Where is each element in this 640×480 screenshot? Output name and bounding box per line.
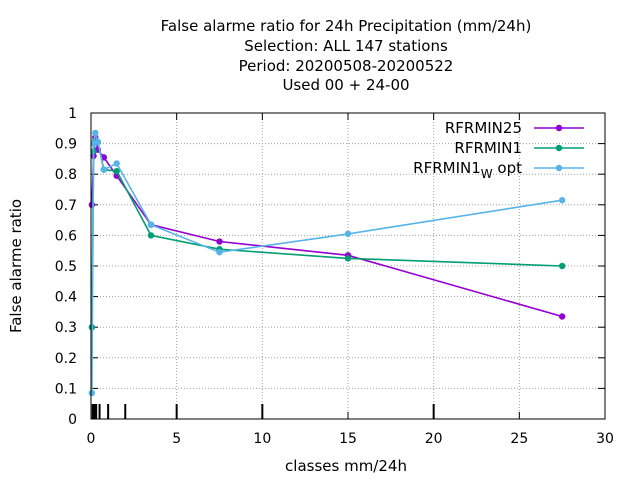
data-series (88, 129, 566, 397)
x-tick-label: 25 (510, 431, 528, 447)
y-tick-label: 0.3 (55, 320, 77, 336)
x-tick-label: 5 (172, 431, 181, 447)
y-tick-label: 0.9 (55, 137, 77, 153)
x-axis-label: classes mm/24h (285, 457, 407, 475)
y-tick-label: 0 (68, 412, 77, 428)
x-tick-label: 20 (425, 431, 443, 447)
data-point (113, 160, 120, 167)
legend-label: RFRMIN25 (445, 119, 522, 137)
x-tick-label: 30 (596, 431, 614, 447)
data-point (558, 313, 566, 320)
y-tick-label: 0.7 (55, 198, 77, 214)
data-point (344, 255, 352, 262)
chart-title-line-1: False alarme ratio for 24h Precipitation… (161, 17, 532, 35)
x-tick-label: 10 (253, 431, 271, 447)
series-line (91, 137, 563, 318)
y-tick-label: 1 (68, 106, 77, 122)
data-point (113, 167, 120, 175)
y-axis-label: False alarme ratio (7, 199, 25, 333)
y-tick-label: 0.2 (55, 351, 77, 367)
legend-label: RFRMIN1W opt (413, 159, 522, 181)
data-point (558, 197, 566, 204)
y-tick-label: 0.5 (55, 259, 77, 275)
data-point (88, 389, 96, 397)
chart-title-line-2: Selection: ALL 147 stations (244, 37, 448, 55)
data-point (216, 238, 223, 245)
chart-title-line-4: Used 00 + 24-00 (282, 76, 409, 94)
legend-swatch-point (555, 144, 563, 152)
legend-swatch-point (555, 164, 563, 172)
class-limit-markers (91, 404, 435, 419)
data-point (147, 232, 155, 239)
data-point (94, 138, 102, 146)
legend-swatch-point (555, 124, 563, 132)
data-point (88, 201, 96, 208)
series-line (91, 132, 563, 394)
chart-title: False alarme ratio for 24h Precipitation… (161, 17, 532, 94)
x-tick-labels: 0 5 10 15 20 25 30 (87, 431, 614, 447)
y-tick-labels: 0 0.1 0.2 0.3 0.4 0.5 0.6 0.7 0.8 0.9 1 (55, 106, 77, 428)
data-point (344, 230, 352, 238)
data-point (216, 249, 223, 256)
legend: RFRMIN25 RFRMIN1 RFRMIN1W opt (413, 119, 584, 181)
y-tick-label: 0.8 (55, 167, 77, 183)
y-tick-label: 0.1 (55, 381, 77, 397)
data-point (558, 262, 566, 270)
y-tick-label: 0.4 (55, 290, 77, 306)
plot-frame (90, 112, 606, 420)
series-2 (88, 129, 566, 397)
y-tick-label: 0.6 (55, 228, 77, 244)
data-point (92, 129, 99, 137)
x-tick-label: 0 (87, 431, 96, 447)
grid-lines (91, 113, 605, 419)
x-tick-label: 15 (339, 431, 357, 447)
data-point (100, 166, 108, 173)
data-point (147, 221, 155, 228)
legend-label: RFRMIN1 (454, 139, 522, 157)
chart-title-line-3: Period: 20200508-20200522 (239, 57, 454, 75)
